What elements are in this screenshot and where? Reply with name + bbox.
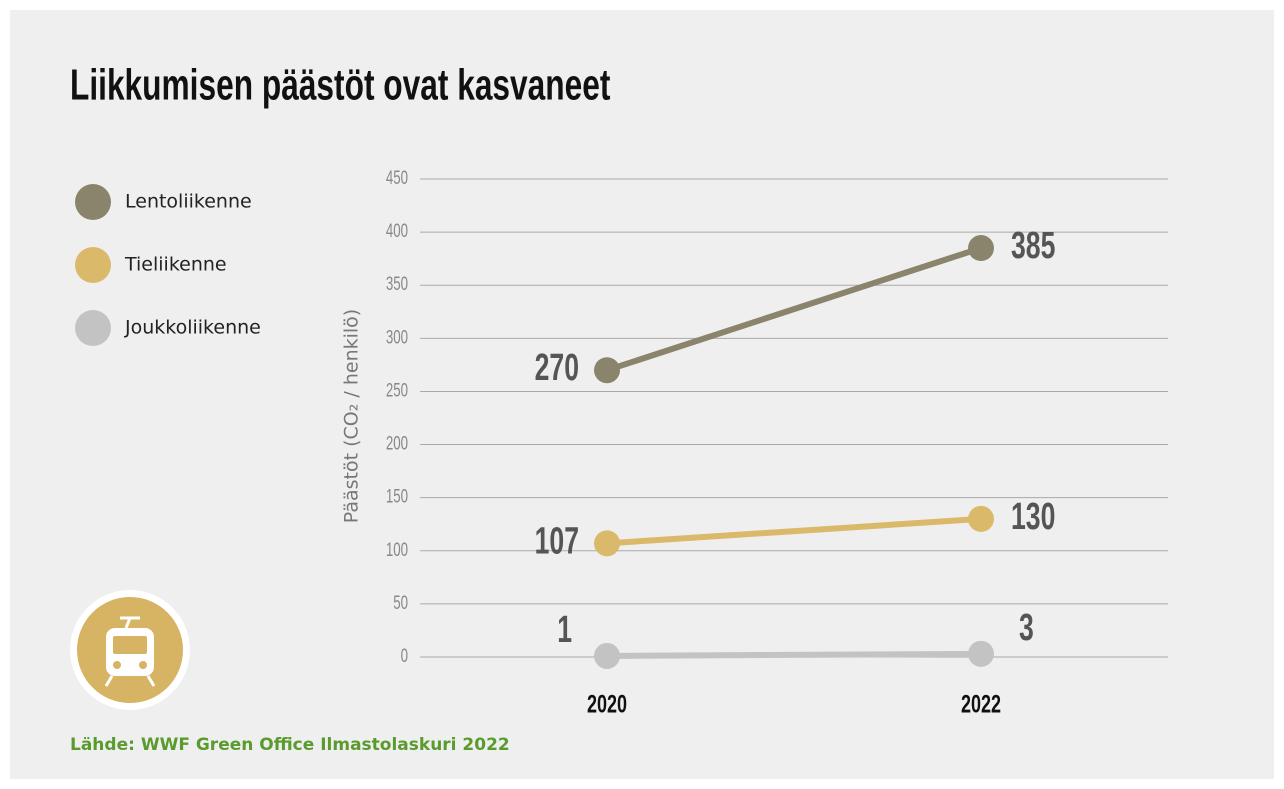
- series-line: [606, 515, 982, 547]
- icon: [70, 590, 190, 710]
- data-label: 385: [1011, 223, 1055, 266]
- y-tick-label: 200: [386, 433, 408, 454]
- panel: [10, 10, 1274, 779]
- data-label: 270: [535, 345, 579, 388]
- source: Lähde: WWF Green Office Ilmastolaskuri 2…: [70, 735, 510, 755]
- y-tick-label: 150: [386, 486, 408, 507]
- point: [968, 235, 994, 262]
- x-tick-label: 2020: [587, 690, 627, 719]
- y-axis-label: Päästöt (CO₂ / henkilö): [341, 309, 363, 523]
- y-tick-label: 50: [393, 593, 408, 614]
- point: [594, 357, 620, 384]
- point: [968, 505, 994, 532]
- y-tick-label: 300: [386, 327, 408, 348]
- data-label: 1: [557, 607, 572, 650]
- y-tick-label: 250: [386, 380, 408, 401]
- y-tick-label: 350: [386, 274, 408, 295]
- series-line: [606, 650, 982, 659]
- data-label: 130: [1011, 494, 1055, 537]
- y-tick-label: 0: [401, 646, 408, 667]
- legend-label: Lentoliikenne: [125, 191, 252, 213]
- legend-swatch: [75, 247, 111, 283]
- y-tick-label: 100: [386, 540, 408, 561]
- point: [594, 530, 620, 557]
- legend-swatch: [75, 184, 111, 220]
- point: [968, 640, 994, 667]
- chart-title: Liikkumisen päästöt ovat kasvaneet: [70, 61, 611, 110]
- data-label: 107: [535, 519, 579, 562]
- legend-label: Joukkoliikenne: [124, 317, 261, 339]
- series-line: [606, 245, 982, 374]
- data-label: 3: [1019, 605, 1034, 648]
- legend-swatch: [75, 310, 111, 346]
- point: [594, 642, 620, 669]
- legend-label: Tieliikenne: [124, 254, 227, 276]
- y-tick-label: 450: [386, 168, 408, 189]
- y-tick-label: 400: [386, 221, 408, 242]
- x-tick-label: 2022: [961, 690, 1001, 719]
